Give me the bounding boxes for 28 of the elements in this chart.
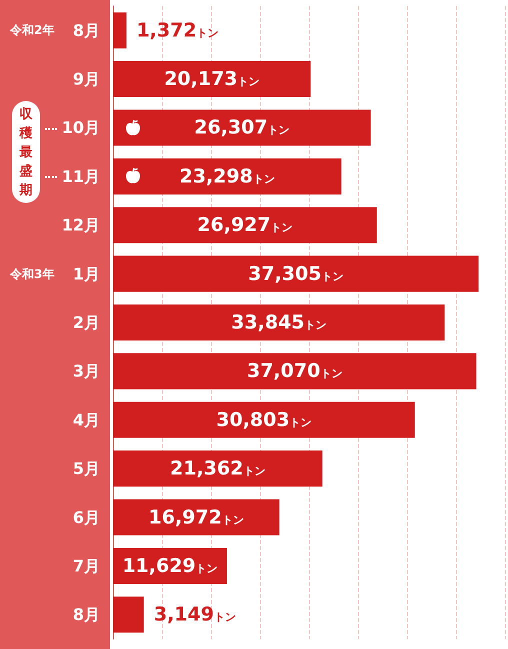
y-tick-label: 4月 (72, 410, 100, 430)
y-tick-label: 7月 (72, 556, 100, 576)
text: 令和3年 (10, 266, 54, 283)
bar (113, 12, 126, 48)
bar (113, 402, 415, 438)
bar (113, 207, 377, 244)
y-tick-label: 10月 (62, 118, 100, 138)
y-tick-label: 3月 (72, 362, 100, 381)
bar (113, 499, 280, 536)
bar (113, 110, 371, 146)
y-tick-label: 9月 (72, 70, 100, 89)
y-tick-label: 12月 (62, 216, 100, 235)
bar (113, 158, 342, 194)
bar (113, 450, 322, 487)
y-tick-label: 11月 (62, 166, 100, 186)
text: 令和2年 (10, 22, 54, 40)
y-tick-label: 8月 (72, 20, 100, 40)
bar (113, 256, 479, 292)
y-tick-label: 5月 (72, 459, 100, 478)
y-tick-label: 6月 (72, 508, 100, 527)
y-tick-label: 8月 (72, 605, 100, 624)
y-tick-label: 1月 (72, 264, 100, 284)
bar (113, 353, 476, 390)
bar (113, 61, 311, 98)
text: 収穫最盛期 (19, 106, 33, 200)
bar (113, 304, 445, 341)
bar (113, 596, 144, 633)
y-tick-label: 2月 (72, 313, 100, 332)
